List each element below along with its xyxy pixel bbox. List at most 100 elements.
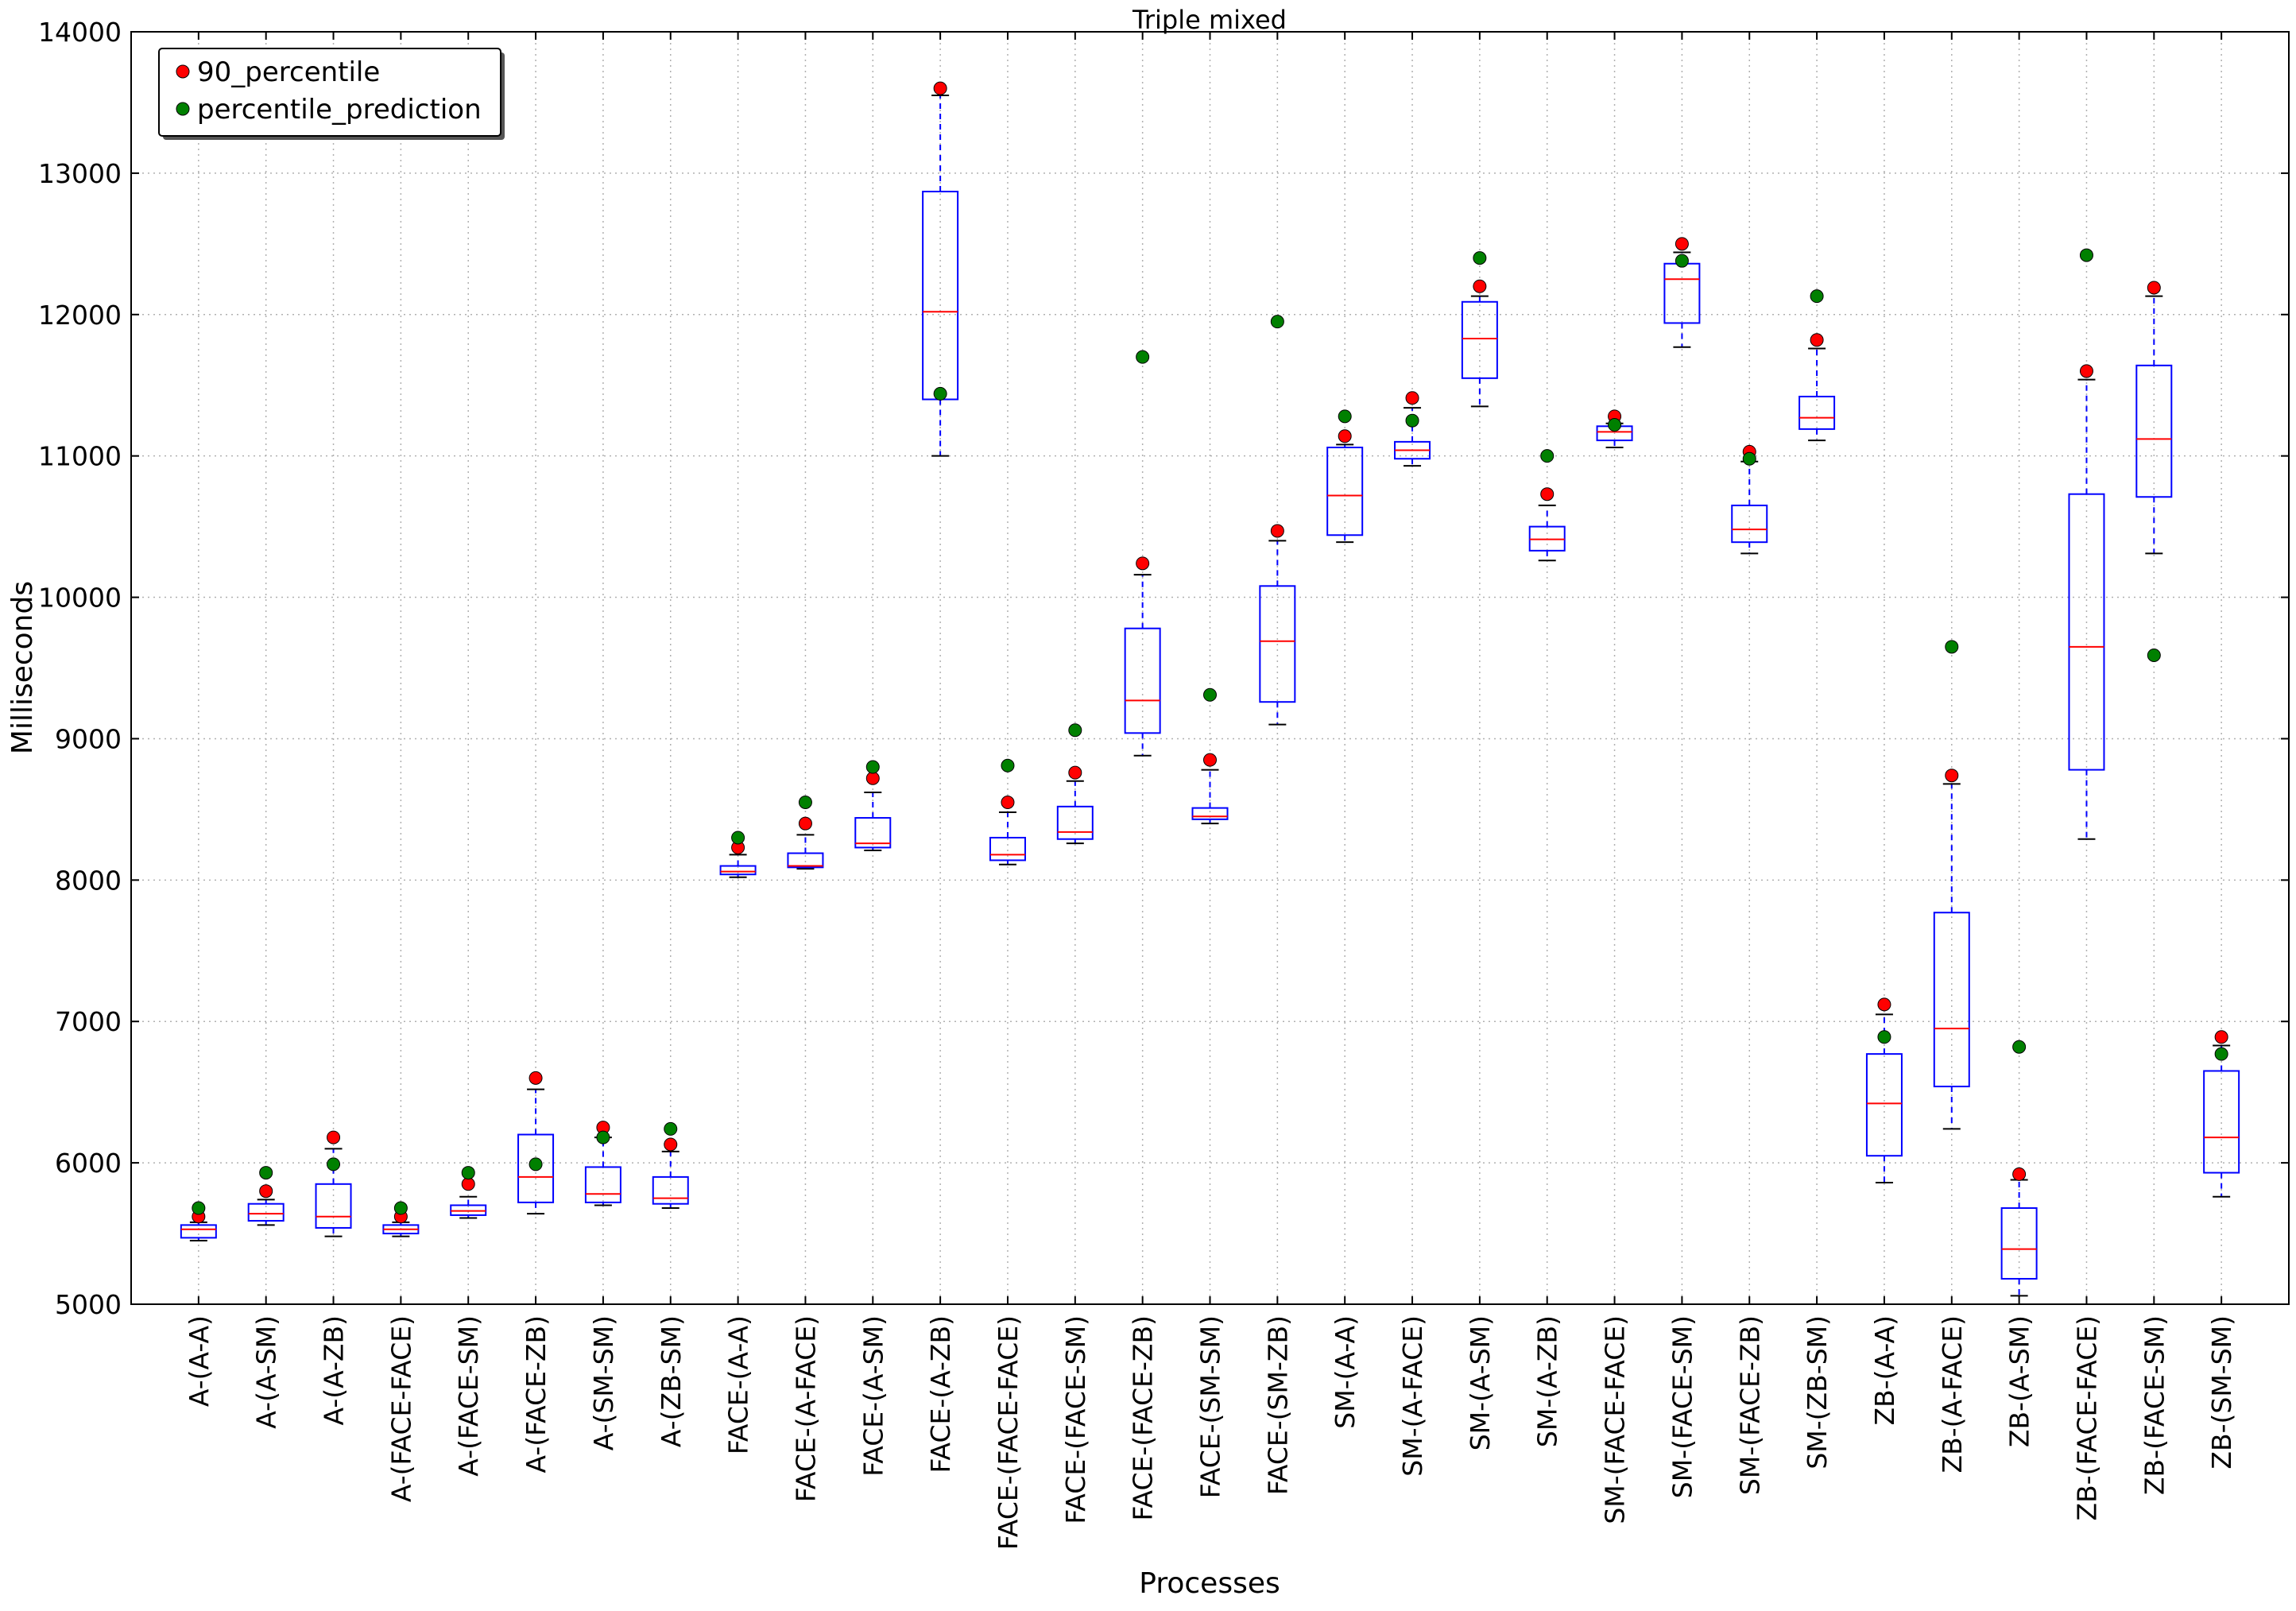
box bbox=[1056, 805, 1094, 840]
box bbox=[2068, 493, 2105, 771]
percentile-prediction-point bbox=[393, 1201, 408, 1215]
y-tick-label: 5000 bbox=[55, 1289, 122, 1320]
percentile-90-point bbox=[2012, 1167, 2027, 1181]
box bbox=[1259, 585, 1296, 703]
x-tick-label: A-(FACE-SM) bbox=[453, 1315, 484, 1477]
x-tick-label: FACE-(FACE-FACE) bbox=[993, 1315, 1024, 1550]
percentile-90-point bbox=[1068, 765, 1082, 780]
percentile-90-point bbox=[529, 1071, 543, 1085]
percentile-90-point bbox=[2079, 364, 2093, 378]
x-tick-label: ZB-(SM-SM) bbox=[2206, 1315, 2237, 1470]
percentile-90-point bbox=[1001, 795, 1015, 809]
box bbox=[2000, 1207, 2038, 1280]
legend-marker-percentile-prediction bbox=[176, 102, 190, 116]
box bbox=[2135, 364, 2173, 498]
box bbox=[2203, 1070, 2240, 1174]
percentile-90-point bbox=[1203, 753, 1217, 767]
x-tick-label: FACE-(FACE-SM) bbox=[1060, 1315, 1091, 1524]
legend-label-percentile-prediction: percentile_prediction bbox=[197, 94, 482, 126]
box bbox=[1798, 395, 1836, 430]
percentile-prediction-point bbox=[1608, 418, 1622, 432]
percentile-90-point bbox=[664, 1137, 678, 1152]
box bbox=[1865, 1053, 1903, 1157]
box bbox=[517, 1133, 555, 1203]
percentile-prediction-point bbox=[1203, 687, 1217, 702]
chart-title: Triple mixed bbox=[1132, 5, 1287, 35]
percentile-prediction-point bbox=[2147, 648, 2161, 662]
x-axis-label: Processes bbox=[1139, 1567, 1280, 1600]
percentile-prediction-point bbox=[1810, 289, 1824, 304]
x-tick-label: A-(SM-SM) bbox=[588, 1315, 619, 1450]
percentile-prediction-point bbox=[192, 1201, 206, 1215]
percentile-prediction-point bbox=[1675, 254, 1689, 268]
x-tick-label: ZB-(A-A) bbox=[1869, 1315, 1900, 1426]
legend-box bbox=[158, 48, 501, 137]
percentile-prediction-point bbox=[1001, 758, 1015, 773]
percentile-prediction-point bbox=[1270, 315, 1284, 329]
percentile-prediction-point bbox=[798, 795, 812, 809]
percentile-prediction-point bbox=[461, 1166, 475, 1180]
percentile-90-point bbox=[1540, 487, 1555, 502]
x-tick-label: FACE-(A-A) bbox=[723, 1315, 754, 1454]
percentile-prediction-point bbox=[1068, 723, 1082, 738]
box bbox=[854, 817, 892, 849]
box bbox=[247, 1202, 285, 1222]
percentile-90-point bbox=[2147, 281, 2161, 295]
x-tick-label: FACE-(A-FACE) bbox=[790, 1315, 821, 1502]
box bbox=[787, 852, 824, 869]
x-tick-label: SM-(A-ZB) bbox=[1532, 1315, 1563, 1447]
box bbox=[719, 865, 757, 876]
legend-marker-90-percentile bbox=[176, 64, 190, 79]
y-tick-label: 13000 bbox=[38, 158, 122, 189]
percentile-prediction-point bbox=[1405, 413, 1419, 428]
y-tick-label: 7000 bbox=[55, 1006, 122, 1037]
percentile-prediction-point bbox=[1742, 451, 1756, 466]
percentile-prediction-point bbox=[2079, 248, 2093, 262]
box bbox=[989, 836, 1026, 862]
x-tick-label: SM-(FACE-ZB) bbox=[1734, 1315, 1765, 1495]
percentile-90-point bbox=[865, 771, 880, 785]
axis-ticks: 5000 6000 7000 8000 9000 10000 11000 12000 13000… bbox=[38, 17, 2289, 1550]
percentile-90-point bbox=[1136, 556, 1150, 571]
percentile-prediction-point bbox=[327, 1157, 341, 1171]
x-tick-label: ZB-(A-FACE) bbox=[1937, 1315, 1968, 1474]
percentile-prediction-point bbox=[664, 1121, 678, 1136]
x-tick-label: A-(FACE-ZB) bbox=[521, 1315, 552, 1474]
percentile-90-point bbox=[1270, 524, 1284, 538]
x-tick-label: FACE-(A-SM) bbox=[858, 1315, 889, 1477]
percentile-prediction-point bbox=[933, 386, 947, 401]
percentile-prediction-point bbox=[1540, 449, 1555, 463]
y-axis-label: Milliseconds bbox=[6, 581, 39, 754]
box bbox=[1124, 627, 1161, 734]
markers bbox=[192, 81, 2228, 1224]
y-tick-label: 8000 bbox=[55, 865, 122, 896]
legend-label-90-percentile: 90_percentile bbox=[197, 56, 380, 88]
x-tick-label: FACE-(SM-SM) bbox=[1195, 1315, 1226, 1498]
percentile-90-point bbox=[1810, 333, 1824, 347]
box bbox=[1326, 446, 1364, 536]
percentile-90-point bbox=[1877, 997, 1891, 1012]
x-tick-label: ZB-(A-SM) bbox=[2004, 1315, 2035, 1447]
x-tick-label: SM-(FACE-SM) bbox=[1667, 1315, 1698, 1498]
percentile-prediction-point bbox=[2012, 1040, 2027, 1054]
percentile-prediction-point bbox=[1473, 251, 1487, 265]
box bbox=[1933, 912, 1970, 1088]
y-tick-label: 6000 bbox=[55, 1148, 122, 1179]
y-tick-label: 14000 bbox=[38, 17, 122, 48]
x-tick-label: FACE-(A-ZB) bbox=[925, 1315, 956, 1474]
percentile-90-point bbox=[798, 816, 812, 831]
percentile-90-point bbox=[327, 1130, 341, 1144]
percentile-90-point bbox=[1405, 391, 1419, 405]
x-tick-label: A-(ZB-SM) bbox=[656, 1315, 687, 1447]
percentile-prediction-point bbox=[529, 1157, 543, 1171]
box bbox=[1731, 504, 1768, 544]
x-tick-label: SM-(A-FACE) bbox=[1397, 1315, 1428, 1477]
percentile-prediction-point bbox=[865, 760, 880, 774]
x-tick-label: SM-(FACE-FACE) bbox=[1600, 1315, 1631, 1524]
x-tick-label: A-(A-A) bbox=[184, 1315, 215, 1407]
percentile-prediction-point bbox=[731, 831, 745, 845]
percentile-prediction-point bbox=[259, 1166, 273, 1180]
